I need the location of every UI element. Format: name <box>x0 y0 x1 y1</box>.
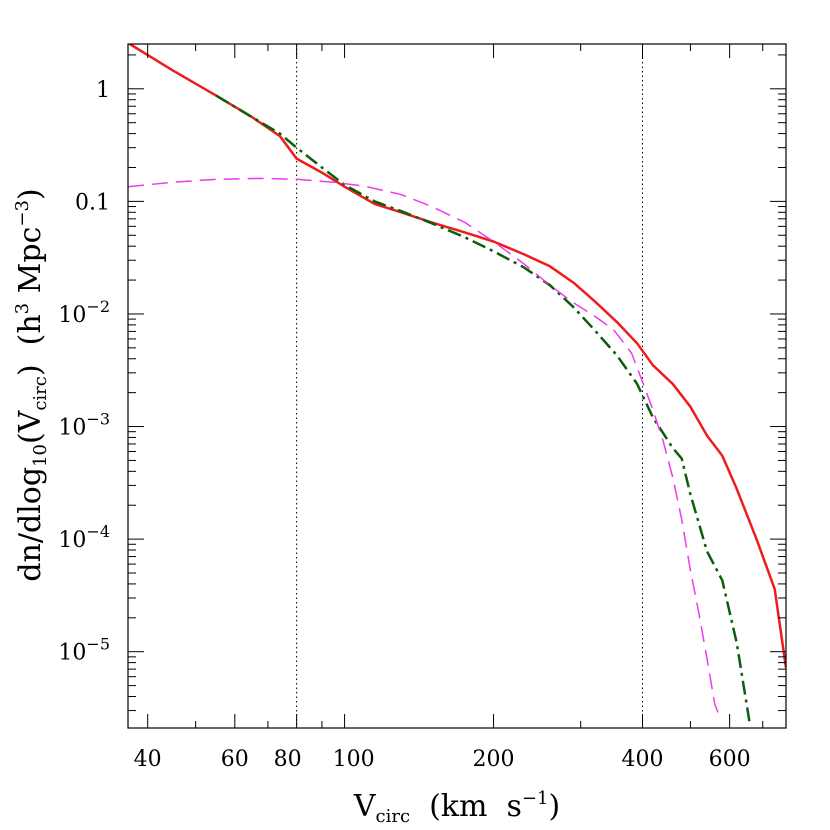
x-tick-label: 40 <box>134 747 162 772</box>
reference-lines <box>296 44 643 728</box>
y-axis-label: dn/dlog10(Vcirc) (h3 Mpc−3) <box>12 188 51 581</box>
x-tick-label: 80 <box>274 747 302 772</box>
y-tick-label: 10−2 <box>58 297 110 328</box>
x-tick-label: 60 <box>221 747 249 772</box>
series-line-1 <box>129 44 786 668</box>
y-tick-labels: 1 0.1 10−2 10−3 10−4 10−5 <box>58 78 110 666</box>
y-tick-label: 10−4 <box>58 522 110 553</box>
x-axis-label: Vcirc (km s−1) <box>353 788 560 827</box>
x-tick-label: 100 <box>333 747 375 772</box>
y-tick-label: 1 <box>96 78 110 103</box>
x-tick-labels: 40 60 80 100 200 400 600 <box>134 747 751 772</box>
axis-ticks <box>128 44 786 728</box>
y-tick-label: 10−3 <box>58 410 110 441</box>
series-layer <box>128 44 786 726</box>
series-line-3 <box>128 177 720 715</box>
x-tick-label: 200 <box>473 747 515 772</box>
y-tick-label: 10−5 <box>58 635 110 666</box>
y-tick-label: 0.1 <box>75 190 110 215</box>
series-line-2 <box>215 94 752 726</box>
x-tick-label: 600 <box>709 747 751 772</box>
x-tick-label: 400 <box>621 747 663 772</box>
plot-frame <box>127 43 787 729</box>
